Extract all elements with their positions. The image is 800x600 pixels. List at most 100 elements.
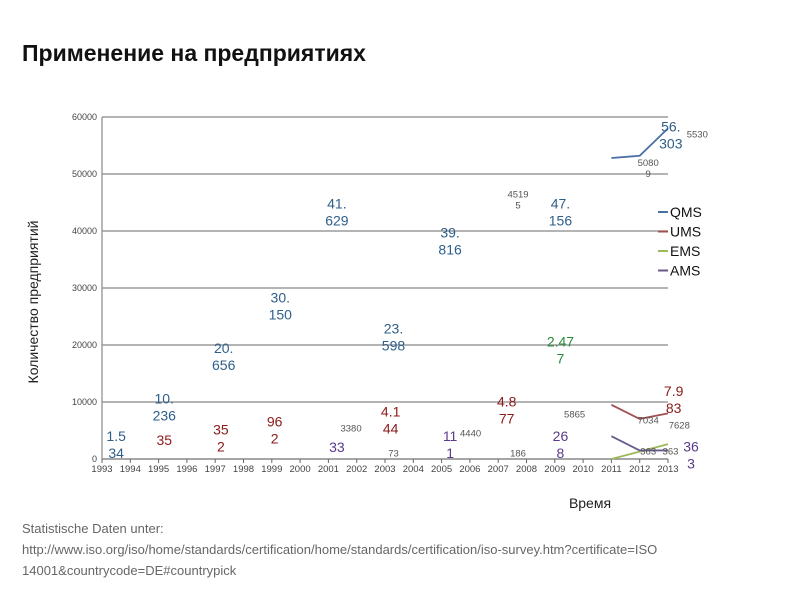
data-label-group: 23.598 [382, 320, 406, 353]
source-url: http://www.iso.org/iso/home/standards/ce… [22, 542, 658, 557]
data-label: 1.5 [106, 428, 126, 444]
series-line-ems [611, 443, 669, 460]
x-tick-label: 2000 [290, 464, 311, 475]
data-label: 7.9 [664, 383, 684, 399]
data-label-group: 39.816 [438, 225, 462, 258]
data-label: 23. [384, 320, 403, 336]
data-label: 34 [108, 445, 124, 461]
data-label-group: 3380 [340, 424, 361, 435]
data-label: 73 [388, 448, 399, 459]
data-label: 4.8 [497, 393, 517, 409]
data-label: 2.47 [547, 334, 574, 350]
data-label: 7628 [669, 421, 690, 432]
x-tick-label: 2011 [601, 464, 621, 475]
data-label: 598 [382, 337, 406, 353]
data-label: 150 [269, 307, 293, 323]
x-tick-label: 2001 [318, 464, 339, 475]
x-tick-label: 2004 [403, 464, 424, 475]
data-label-group: 7034 [638, 416, 659, 427]
data-label: 47. [551, 196, 570, 212]
x-tick-label: 2013 [657, 464, 678, 475]
data-label: 96 [267, 413, 283, 429]
data-label-group: 4440 [460, 429, 481, 440]
data-label: 8 [557, 445, 565, 461]
x-tick-label: 2005 [431, 464, 452, 475]
y-axis-label: Количество предприятий [25, 221, 41, 384]
y-tick-label: 20000 [72, 340, 97, 350]
data-label-group: 10.236 [153, 391, 177, 424]
y-tick-label: 30000 [72, 283, 97, 293]
data-label: 816 [438, 242, 462, 258]
data-label: 20. [214, 340, 233, 356]
data-label: 156 [549, 213, 573, 229]
x-tick-label: 2006 [459, 464, 480, 475]
x-tick-label: 2012 [629, 464, 650, 475]
data-label: 10. [155, 391, 174, 407]
data-label: 4440 [460, 429, 481, 440]
legend-label-qms: QMS [670, 204, 702, 220]
y-tick-label: 10000 [72, 397, 97, 407]
data-label: 30. [271, 290, 290, 306]
y-tick-label: 50000 [72, 169, 97, 179]
data-label-group: 363 [683, 438, 699, 471]
data-label: 56. [661, 119, 680, 135]
x-axis-label: Время [569, 495, 611, 511]
series-line-ams [610, 435, 668, 452]
data-label: 4519 [507, 189, 528, 200]
data-label: 35 [156, 432, 172, 448]
data-label: 11 [443, 428, 458, 444]
data-label: 656 [212, 357, 236, 373]
data-label-group: 33 [329, 439, 345, 455]
y-tick-label: 40000 [72, 226, 97, 236]
series-line-ums [610, 404, 669, 420]
data-label-group: 41.629 [325, 196, 349, 229]
source-note: Statistische Daten unter: http://www.iso… [22, 518, 792, 581]
x-tick-label: 2009 [544, 464, 565, 475]
data-label: 236 [153, 408, 177, 424]
data-label: 26 [553, 428, 569, 444]
data-label-group: 2.477 [547, 334, 574, 367]
data-label: 44 [383, 421, 399, 437]
data-label-group: 47.156 [549, 196, 573, 229]
data-label: 33 [329, 439, 345, 455]
data-label: 77 [499, 410, 515, 426]
source-url-cont: 14001&countrycode=DE#countrypick [22, 563, 237, 578]
x-tick-label: 2010 [573, 464, 594, 475]
data-label-group: 962 [267, 413, 283, 446]
data-label: 1 [446, 445, 454, 461]
data-label-group: 1.534 [106, 428, 126, 461]
data-label-group: 7.983 [664, 383, 684, 416]
x-tick-label: 1997 [205, 464, 226, 475]
data-label-group: 20.656 [212, 340, 236, 373]
series-line-qms [611, 127, 669, 159]
source-label: Statistische Daten unter: [22, 521, 164, 536]
data-label-group: 4.877 [497, 393, 517, 426]
data-label-group: 7628 [669, 421, 690, 432]
data-label-group: 363 [663, 447, 679, 458]
y-tick-label: 0 [92, 454, 97, 464]
x-tick-label: 1996 [176, 464, 197, 475]
data-label-group: 4.144 [381, 404, 401, 437]
data-label: 3380 [340, 424, 361, 435]
x-tick-label: 1998 [233, 464, 254, 475]
data-label-group: 5530 [687, 129, 708, 140]
data-label: 5 [515, 200, 520, 211]
data-label: 5865 [564, 409, 585, 420]
data-label: 7 [557, 351, 565, 367]
data-label: 83 [666, 400, 682, 416]
x-tick-label: 2007 [488, 464, 509, 475]
data-label: 5080 [638, 158, 659, 169]
data-label-group: 56.303 [659, 119, 683, 152]
data-label: 3 [687, 455, 695, 471]
x-tick-label: 2002 [346, 464, 367, 475]
data-label: 41. [327, 196, 346, 212]
data-label-group: 5865 [564, 409, 585, 420]
x-tick-label: 1995 [148, 464, 169, 475]
data-label: 2 [271, 430, 279, 446]
x-tick-label: 2008 [516, 464, 537, 475]
line-chart: 0 10000 20000 30000 40000 50000 60000 1993 1994 1… [25, 112, 708, 511]
data-label-group: 111 [443, 428, 458, 461]
slide-title: Применение на предприятиях [22, 40, 366, 66]
x-tick-label: 1994 [120, 464, 141, 475]
